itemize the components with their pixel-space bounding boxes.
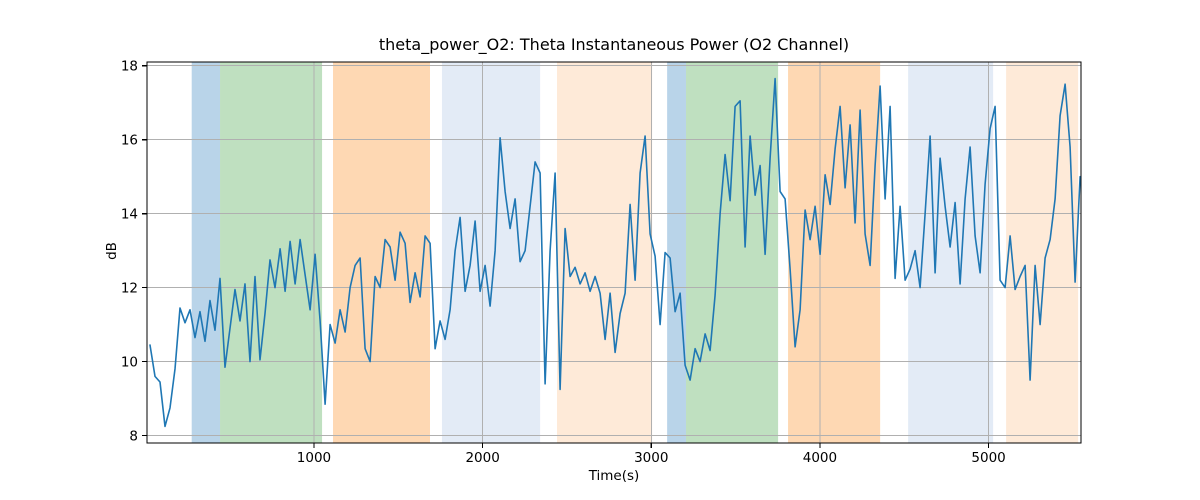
- y-tick-label: 10: [121, 354, 138, 370]
- x-tick-label: 1000: [297, 450, 331, 466]
- y-tick-label: 16: [121, 132, 138, 148]
- x-axis-label: Time(s): [588, 468, 640, 484]
- condition-band: [333, 62, 430, 443]
- condition-band: [1006, 62, 1079, 443]
- condition-band: [788, 62, 881, 443]
- y-tick-label: 12: [121, 280, 138, 296]
- x-tick-label: 4000: [803, 450, 837, 466]
- condition-band: [220, 62, 323, 443]
- condition-band: [556, 62, 653, 443]
- x-tick-label: 5000: [971, 450, 1005, 466]
- data-line: [149, 77, 1081, 428]
- condition-band: [908, 62, 994, 443]
- chart-title: theta_power_O2: Theta Instantaneous Powe…: [378, 35, 850, 54]
- y-tick-label: 8: [129, 428, 138, 444]
- y-tick-label: 14: [121, 206, 138, 222]
- condition-band: [191, 62, 221, 443]
- condition-band: [686, 62, 779, 443]
- axes-spines: [146, 61, 1082, 444]
- x-tick-label: 3000: [634, 450, 668, 466]
- condition-band: [441, 62, 541, 443]
- y-tick-label: 18: [121, 58, 138, 74]
- condition-band: [667, 62, 687, 443]
- x-tick-label: 2000: [465, 450, 499, 466]
